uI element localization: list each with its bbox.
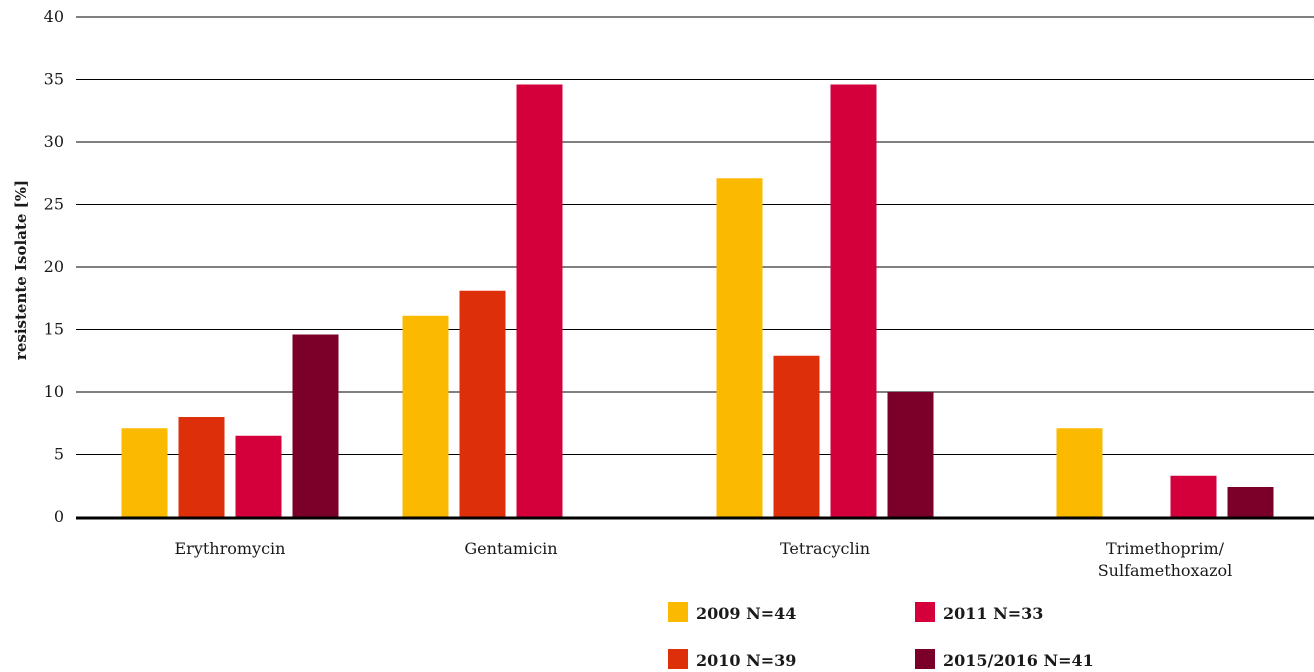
y-tick-label: 25 <box>44 195 64 214</box>
x-tick-label: Tetracyclin <box>780 539 870 558</box>
bar <box>1227 487 1274 517</box>
bar <box>235 435 282 517</box>
y-axis-title: resistente Isolate [%] <box>12 180 30 360</box>
y-tick-label: 15 <box>44 320 64 339</box>
legend-swatch <box>915 602 935 622</box>
bar <box>292 334 339 517</box>
bar <box>1170 475 1217 517</box>
legend: 2009 N=44 2010 N=39 2011 N=33 2015/2016 N=4… <box>668 602 1094 670</box>
x-tick-label: Gentamicin <box>464 539 557 558</box>
y-tick-label: 35 <box>44 70 64 89</box>
bars <box>121 84 1274 517</box>
legend-swatch <box>668 649 688 669</box>
y-tick-label: 0 <box>54 507 64 526</box>
x-axis-labels: Erythromycin Gentamicin Tetracyclin Trimeth… <box>175 539 1233 580</box>
legend-swatch <box>915 649 935 669</box>
bar <box>178 417 225 517</box>
x-tick-label: Sulfamethoxazol <box>1098 561 1233 580</box>
bar <box>402 315 449 517</box>
bar <box>516 84 563 517</box>
legend-label: 2009 N=44 <box>696 604 796 623</box>
y-tick-label: 40 <box>44 7 64 26</box>
x-tick-label: Trimethoprim/ <box>1106 539 1225 558</box>
bar <box>121 428 168 517</box>
bar <box>459 290 506 517</box>
y-tick-label: 5 <box>54 445 64 464</box>
bar <box>716 178 763 517</box>
bar <box>830 84 877 517</box>
y-tick-label: 20 <box>44 257 64 276</box>
y-axis-ticks: 0 5 10 15 20 25 30 35 40 <box>44 7 64 526</box>
y-tick-label: 30 <box>44 132 64 151</box>
bar <box>773 355 820 517</box>
bar <box>1056 428 1103 517</box>
legend-label: 2015/2016 N=41 <box>943 651 1094 670</box>
legend-label: 2010 N=39 <box>696 651 796 670</box>
bar <box>887 392 934 517</box>
legend-label: 2011 N=33 <box>943 604 1043 623</box>
x-tick-label: Erythromycin <box>175 539 286 558</box>
gridlines <box>76 16 1314 455</box>
legend-swatch <box>668 602 688 622</box>
y-tick-label: 10 <box>44 382 64 401</box>
